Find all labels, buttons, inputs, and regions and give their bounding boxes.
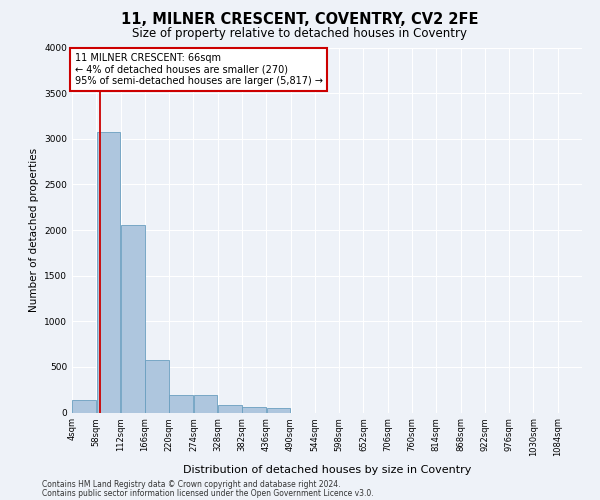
Text: Contains public sector information licensed under the Open Government Licence v3: Contains public sector information licen… — [42, 488, 374, 498]
Text: Contains HM Land Registry data © Crown copyright and database right 2024.: Contains HM Land Registry data © Crown c… — [42, 480, 341, 489]
Bar — [121, 224, 145, 412]
Text: Size of property relative to detached houses in Coventry: Size of property relative to detached ho… — [133, 28, 467, 40]
X-axis label: Distribution of detached houses by size in Coventry: Distribution of detached houses by size … — [183, 464, 471, 474]
Text: 11 MILNER CRESCENT: 66sqm
← 4% of detached houses are smaller (270)
95% of semi-: 11 MILNER CRESCENT: 66sqm ← 4% of detach… — [74, 53, 323, 86]
Bar — [218, 405, 242, 412]
Bar — [72, 400, 96, 412]
Bar — [242, 408, 266, 412]
Bar — [97, 132, 121, 412]
Bar — [145, 360, 169, 412]
Bar — [194, 394, 217, 412]
Bar — [266, 408, 290, 412]
Text: 11, MILNER CRESCENT, COVENTRY, CV2 2FE: 11, MILNER CRESCENT, COVENTRY, CV2 2FE — [121, 12, 479, 28]
Bar — [169, 394, 193, 412]
Y-axis label: Number of detached properties: Number of detached properties — [29, 148, 38, 312]
